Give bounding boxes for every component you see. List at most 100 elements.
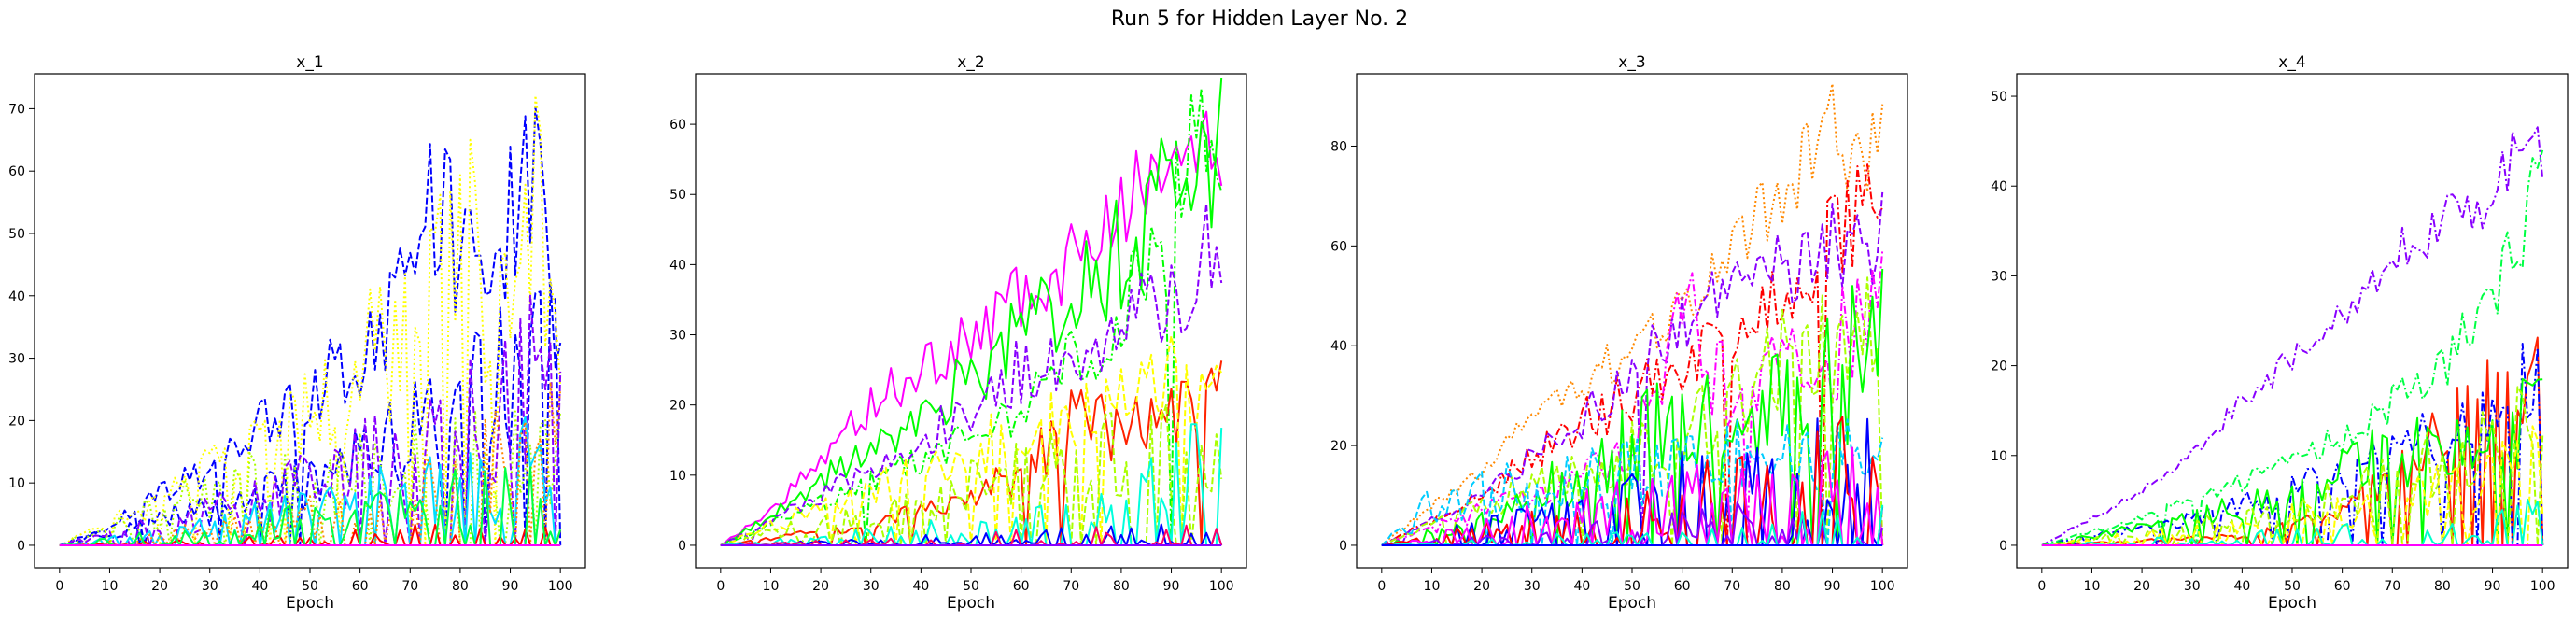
y-tick-label: 30 <box>669 329 686 344</box>
series-group <box>2041 126 2544 546</box>
x-tick-label: 40 <box>251 579 268 594</box>
x-tick-label: 50 <box>1624 579 1640 594</box>
y-tick-label: 30 <box>8 352 25 367</box>
x-tick-label: 30 <box>863 579 880 594</box>
series-line <box>59 106 562 546</box>
series-line <box>59 294 562 546</box>
subplot-x1: x_1 Epoch 0 10 20 30 40 50 60 70 80 90 100 0 10 20 30 4… <box>8 53 586 613</box>
y-tick-label: 40 <box>1330 339 1347 354</box>
x-tick-label: 20 <box>812 579 829 594</box>
x-tick-label: 90 <box>2485 579 2501 594</box>
series-line <box>720 78 1223 546</box>
series-line <box>59 281 562 546</box>
x-tick-label: 70 <box>2384 579 2400 594</box>
series-group <box>720 78 1223 546</box>
series-line <box>59 409 562 546</box>
x-tick-label: 30 <box>2184 579 2201 594</box>
series-line <box>1381 504 1884 546</box>
series-line <box>720 403 1223 546</box>
y-tick-label: 50 <box>1991 90 2007 105</box>
x-tick-label: 0 <box>1377 579 1386 594</box>
y-tick-label: 40 <box>8 289 25 304</box>
y-tick-label: 70 <box>8 102 25 117</box>
series-line <box>1381 191 1884 546</box>
series-line <box>1381 268 1884 546</box>
subplot-title: x_4 <box>2278 53 2305 72</box>
y-tick-label: 80 <box>1330 139 1347 154</box>
series-line <box>2041 343 2544 546</box>
series-line <box>1381 418 1884 546</box>
x-tick-label: 100 <box>2530 579 2555 594</box>
series-line <box>1381 276 1884 546</box>
x-tick-label: 50 <box>302 579 318 594</box>
y-tick-label: 20 <box>8 414 25 429</box>
x-tick-label: 70 <box>1063 579 1079 594</box>
x-tick-label: 100 <box>548 579 573 594</box>
x-tick-label: 100 <box>1870 579 1895 594</box>
y-tick-label: 30 <box>1991 269 2007 284</box>
series-line <box>2041 149 2544 546</box>
x-tick-label: 80 <box>1113 579 1130 594</box>
x-axis-label: Epoch <box>2268 594 2316 613</box>
y-tick-label: 20 <box>669 399 686 414</box>
subplot-x3: x_3 Epoch 0 10 20 30 40 50 60 70 80 90 100 0 20 40 60 8… <box>1330 53 1908 613</box>
x-tick-label: 0 <box>716 579 725 594</box>
y-tick-label: 10 <box>669 469 686 484</box>
y-tick-label: 20 <box>1991 360 2007 374</box>
x-tick-label: 0 <box>55 579 63 594</box>
x-tick-label: 40 <box>912 579 929 594</box>
x-tick-label: 50 <box>963 579 979 594</box>
x-tick-label: 80 <box>452 579 469 594</box>
x-tick-label: 20 <box>151 579 168 594</box>
y-tick-label: 50 <box>8 227 25 242</box>
y-tick-label: 60 <box>669 118 686 133</box>
y-tick-label: 60 <box>8 164 25 179</box>
x-tick-label: 60 <box>2334 579 2351 594</box>
x-axis-label: Epoch <box>286 594 334 613</box>
series-line <box>2041 425 2544 546</box>
series-line <box>59 94 562 546</box>
y-tick-label: 10 <box>8 476 25 491</box>
x-axis-label: Epoch <box>947 594 995 613</box>
series-group <box>1381 82 1884 546</box>
figure-title: Run 5 for Hidden Layer No. 2 <box>1111 7 1408 31</box>
x-tick-label: 90 <box>1824 579 1841 594</box>
y-tick-label: 10 <box>1991 449 2007 464</box>
series-line <box>2041 377 2543 546</box>
series-line <box>720 87 1223 546</box>
y-tick-label: 40 <box>1991 179 2007 194</box>
y-tick-label: 0 <box>678 539 686 554</box>
x-tick-label: 20 <box>1473 579 1490 594</box>
y-tick-label: 60 <box>1330 239 1347 254</box>
x-tick-label: 30 <box>1524 579 1541 594</box>
y-tick-label: 0 <box>1339 539 1347 554</box>
series-group <box>59 94 562 546</box>
x-tick-label: 10 <box>2084 579 2101 594</box>
series-line <box>720 360 1223 546</box>
subplot-x2: x_2 Epoch 0 10 20 30 40 50 60 70 80 90 100 0 10 20 30 4… <box>669 53 1247 613</box>
x-tick-label: 90 <box>1163 579 1180 594</box>
y-tick-label: 0 <box>1999 539 2007 554</box>
x-tick-label: 10 <box>102 579 119 594</box>
subplot-title: x_3 <box>1618 53 1645 72</box>
x-tick-label: 100 <box>1209 579 1234 594</box>
series-line <box>2041 126 2544 546</box>
x-tick-label: 10 <box>1424 579 1441 594</box>
series-line <box>1381 250 1884 546</box>
x-tick-label: 60 <box>1674 579 1691 594</box>
x-tick-label: 80 <box>1774 579 1791 594</box>
x-tick-label: 20 <box>2133 579 2150 594</box>
x-tick-label: 30 <box>202 579 218 594</box>
x-tick-label: 0 <box>2037 579 2046 594</box>
x-tick-label: 80 <box>2434 579 2451 594</box>
x-axis-label: Epoch <box>1608 594 1656 613</box>
subplot-title: x_2 <box>957 53 984 72</box>
x-tick-label: 90 <box>502 579 519 594</box>
y-tick-label: 20 <box>1330 439 1347 454</box>
y-tick-label: 40 <box>669 258 686 273</box>
y-tick-label: 0 <box>17 539 25 554</box>
series-line <box>720 203 1223 546</box>
x-tick-label: 40 <box>1573 579 1590 594</box>
x-tick-label: 40 <box>2233 579 2250 594</box>
